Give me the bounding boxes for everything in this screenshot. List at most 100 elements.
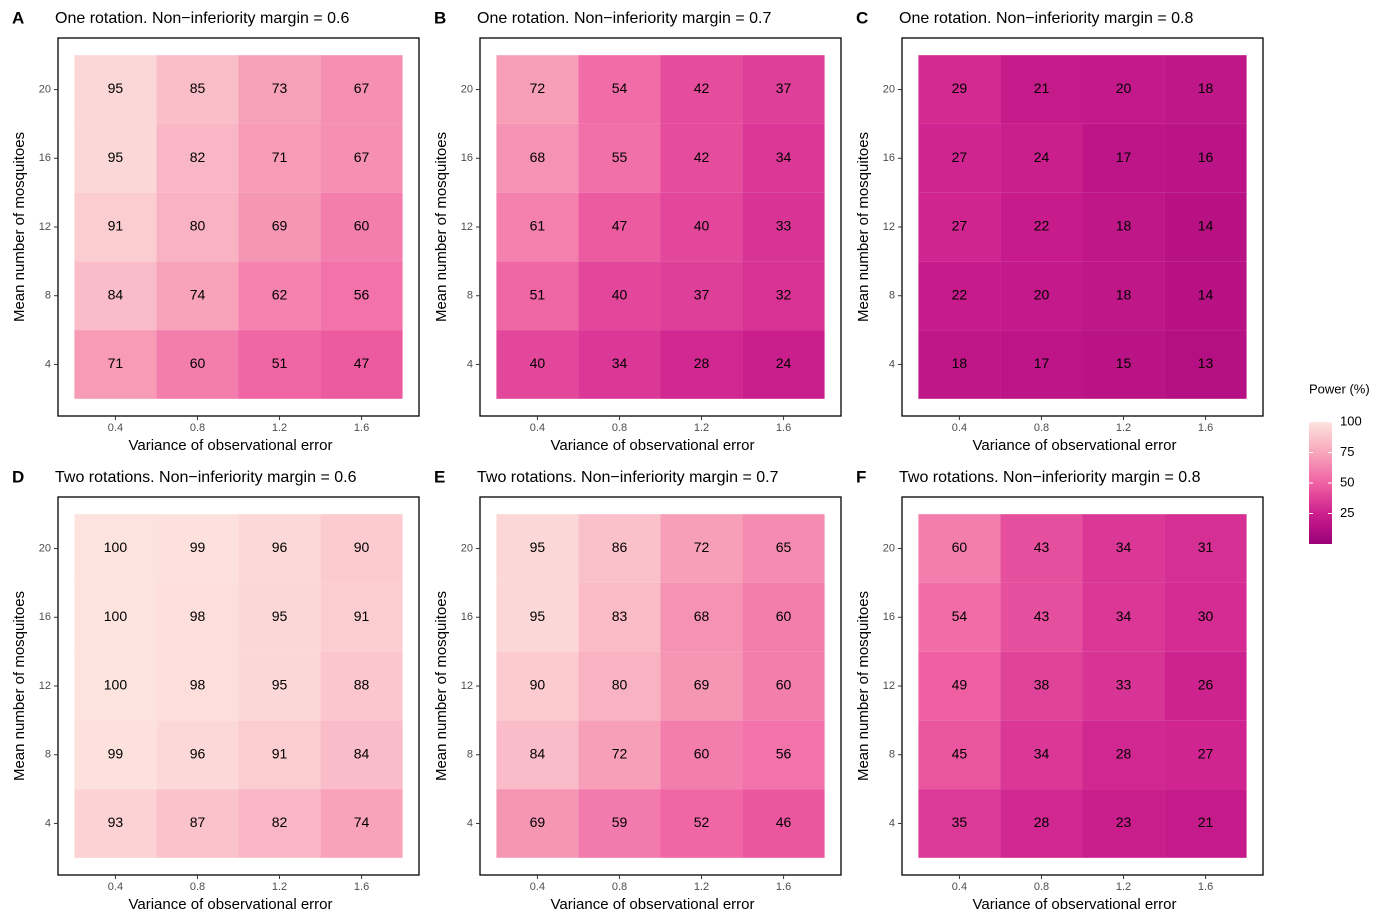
- heat-cell: [1000, 192, 1083, 262]
- x-tick-label: 1.6: [776, 422, 791, 434]
- cell-label: 72: [530, 80, 546, 96]
- heat-cell: [74, 582, 157, 652]
- cell-label: 60: [776, 677, 792, 693]
- panel-title: One rotation. Non−inferiority margin = 0…: [899, 10, 1193, 27]
- cell-label: 30: [1198, 608, 1214, 624]
- heat-cell: [496, 330, 579, 399]
- cell-label: 100: [104, 677, 128, 693]
- cell-label: 51: [530, 286, 546, 302]
- cell-label: 87: [190, 814, 206, 830]
- heat-cell: [156, 789, 239, 858]
- heat-cell: [742, 192, 825, 262]
- heat-cell: [578, 261, 661, 331]
- heat-cell: [1164, 55, 1247, 124]
- x-tick-label: 0.4: [530, 881, 545, 893]
- x-tick-label: 1.2: [1116, 422, 1131, 434]
- heat-cell: [578, 651, 661, 721]
- cell-label: 43: [1034, 539, 1050, 555]
- heat-cell: [1082, 582, 1165, 652]
- cell-label: 40: [612, 286, 628, 302]
- x-tick-label: 0.4: [108, 422, 123, 434]
- x-tick-label: 0.4: [108, 881, 123, 893]
- y-tick-label: 16: [883, 611, 895, 623]
- heat-cell: [238, 192, 321, 262]
- cell-label: 20: [1116, 80, 1132, 96]
- cell-label: 88: [354, 677, 370, 693]
- heat-cell: [660, 582, 743, 652]
- cell-label: 47: [354, 355, 370, 371]
- cell-label: 68: [694, 608, 710, 624]
- heat-cell: [1082, 651, 1165, 721]
- cell-label: 62: [272, 286, 288, 302]
- heat-cell: [918, 261, 1001, 331]
- cell-label: 91: [108, 218, 124, 234]
- legend-tick-label: 25: [1340, 505, 1354, 520]
- x-axis-label: Variance of observational error: [129, 896, 333, 913]
- y-tick-label: 16: [39, 152, 51, 164]
- heat-cell: [496, 261, 579, 331]
- x-axis-label: Variance of observational error: [551, 437, 755, 454]
- y-tick-label: 16: [461, 152, 473, 164]
- heat-cell: [156, 123, 239, 193]
- heat-cell: [1164, 514, 1247, 583]
- cell-label: 33: [776, 218, 792, 234]
- heat-cell: [660, 514, 743, 583]
- x-tick-label: 1.2: [694, 422, 709, 434]
- x-tick-label: 0.8: [612, 881, 627, 893]
- cell-label: 60: [952, 539, 968, 555]
- y-tick-label: 4: [467, 358, 473, 370]
- heat-cell: [74, 514, 157, 583]
- heat-cell: [496, 55, 579, 124]
- cell-label: 35: [952, 814, 968, 830]
- heat-cell: [1082, 55, 1165, 124]
- heat-cell: [742, 330, 825, 399]
- heat-cell: [238, 720, 321, 790]
- y-tick-label: 20: [883, 542, 895, 554]
- cell-label: 60: [354, 218, 370, 234]
- heat-cell: [238, 789, 321, 858]
- cell-label: 99: [190, 539, 206, 555]
- heat-cell: [496, 720, 579, 790]
- cell-label: 93: [108, 814, 124, 830]
- heat-cell: [1164, 720, 1247, 790]
- cell-label: 73: [272, 80, 288, 96]
- heat-cell: [1000, 261, 1083, 331]
- cell-label: 37: [776, 80, 792, 96]
- y-axis-label: Mean number of mosquitoes: [855, 132, 872, 322]
- heat-cell: [1082, 514, 1165, 583]
- y-axis-label: Mean number of mosquitoes: [433, 591, 450, 781]
- cell-label: 86: [612, 539, 628, 555]
- cell-label: 95: [108, 149, 124, 165]
- heat-cell: [918, 514, 1001, 583]
- cell-label: 98: [190, 608, 206, 624]
- cell-label: 38: [1034, 677, 1050, 693]
- heat-cell: [156, 582, 239, 652]
- cell-label: 15: [1116, 355, 1132, 371]
- x-axis-label: Variance of observational error: [973, 437, 1177, 454]
- cell-label: 42: [694, 149, 710, 165]
- cell-label: 40: [694, 218, 710, 234]
- heat-cell: [918, 651, 1001, 721]
- cell-label: 60: [190, 355, 206, 371]
- cell-label: 90: [530, 677, 546, 693]
- cell-label: 22: [1034, 218, 1050, 234]
- y-axis-label: Mean number of mosquitoes: [433, 132, 450, 322]
- heat-cell: [238, 261, 321, 331]
- heat-cell: [156, 55, 239, 124]
- heat-cell: [660, 720, 743, 790]
- cell-label: 56: [776, 745, 792, 761]
- cell-label: 82: [190, 149, 206, 165]
- legend-tick-label: 100: [1340, 413, 1362, 428]
- cell-label: 42: [694, 80, 710, 96]
- x-tick-label: 0.4: [530, 422, 545, 434]
- heat-cell: [578, 123, 661, 193]
- x-tick-label: 1.6: [776, 881, 791, 893]
- heat-cell: [238, 55, 321, 124]
- x-tick-label: 0.8: [1034, 881, 1049, 893]
- cell-label: 90: [354, 539, 370, 555]
- heat-cell: [1000, 330, 1083, 399]
- y-tick-label: 12: [39, 680, 51, 692]
- y-tick-label: 20: [461, 542, 473, 554]
- cell-label: 17: [1116, 149, 1132, 165]
- cell-label: 74: [190, 286, 206, 302]
